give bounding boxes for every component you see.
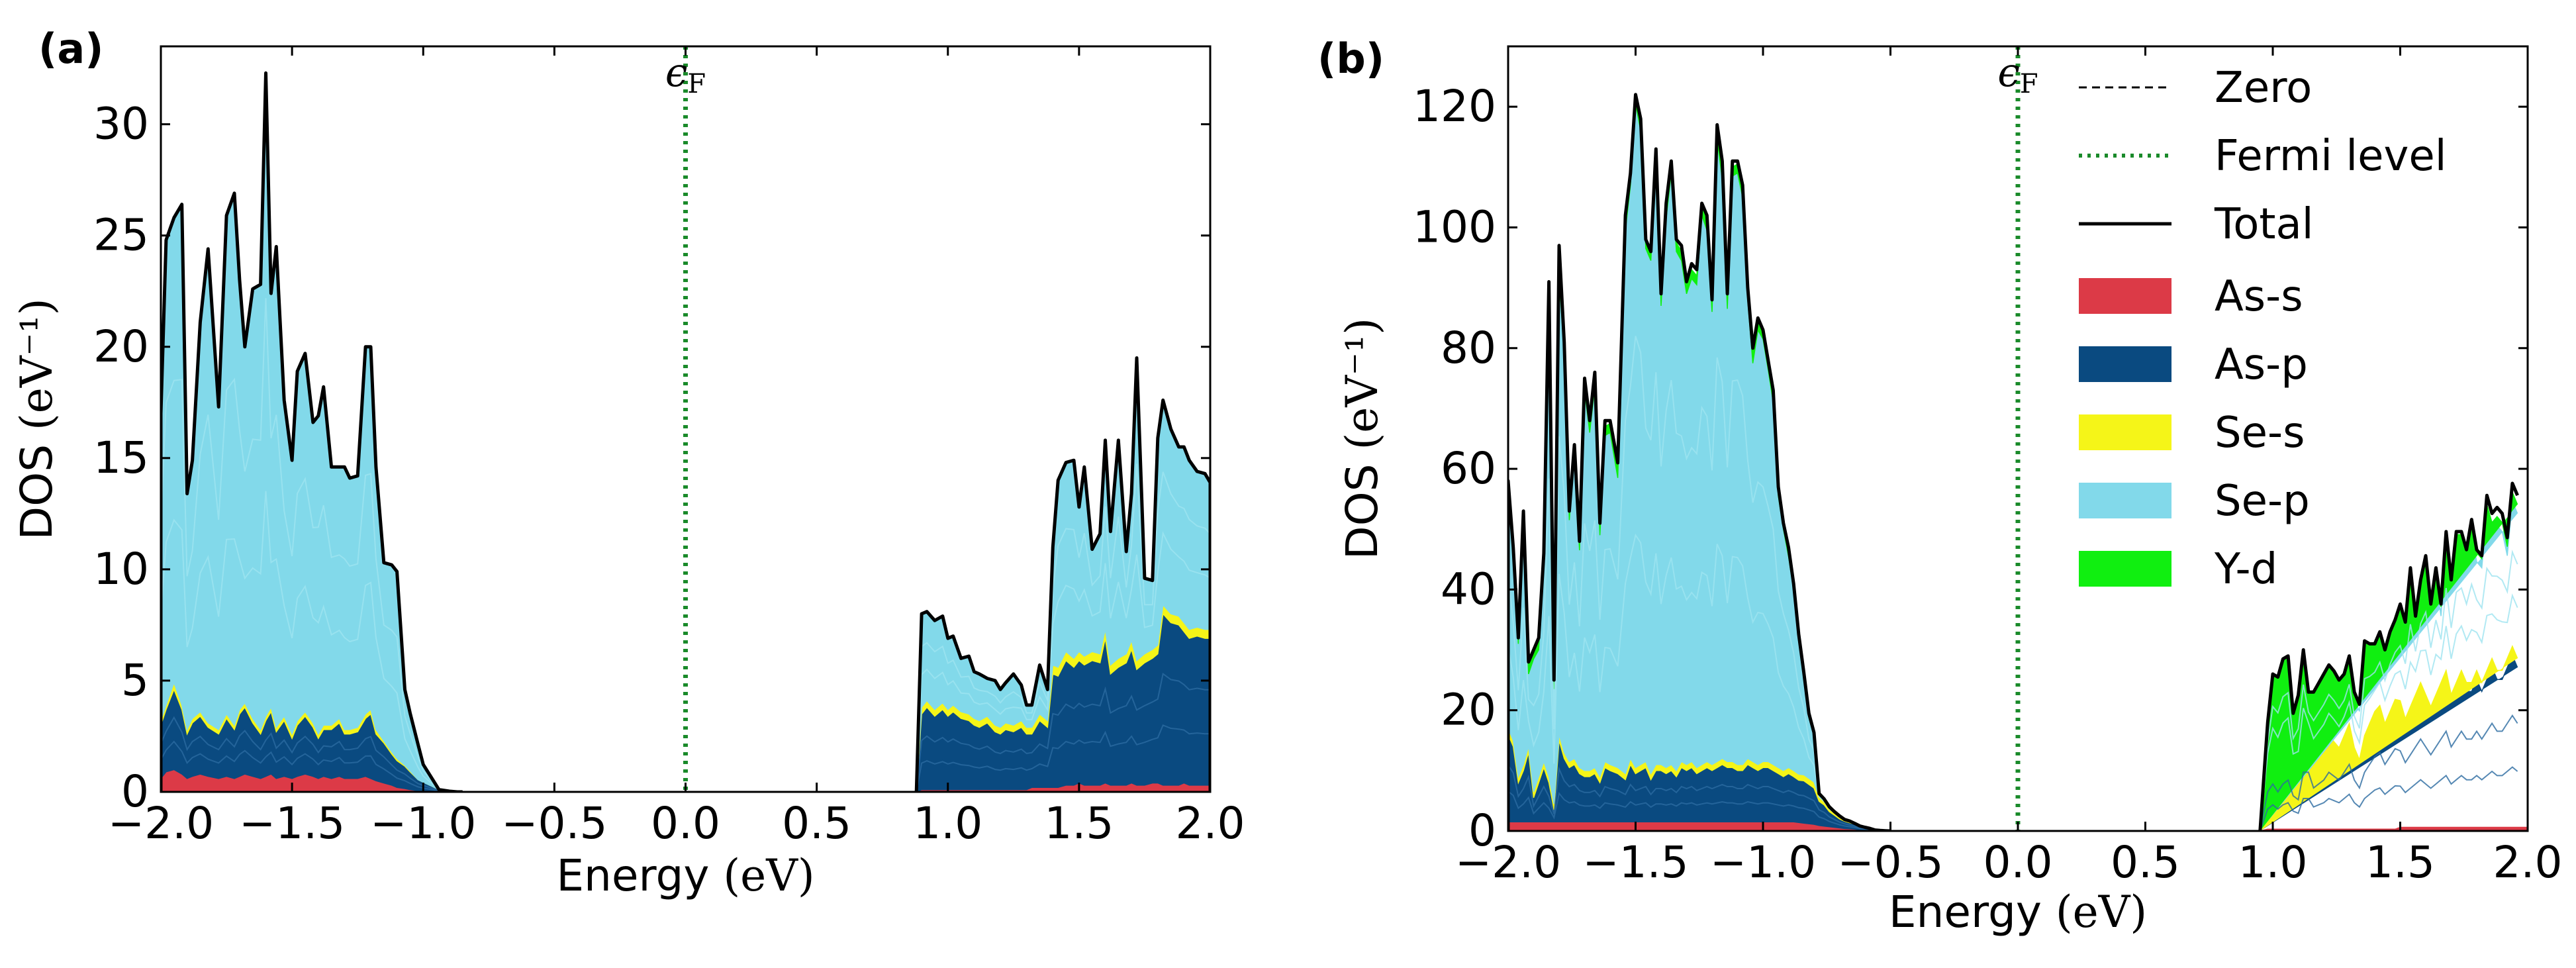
fermi-label: ϵF [665, 50, 706, 99]
x-tick-label: 0.5 [782, 798, 851, 849]
legend-as-s-swatch [2079, 278, 2171, 314]
x-axis-label: Energy (eV) [1889, 887, 2147, 938]
total-line [1508, 93, 2519, 831]
x-tick-label: −2.0 [1455, 837, 1561, 888]
texture-se-p [161, 491, 1210, 792]
y-tick-label: 30 [93, 99, 149, 150]
x-tick-label: 2.0 [2493, 837, 2563, 888]
legend-label: As-s [2215, 272, 2303, 321]
total-line [161, 71, 1210, 792]
legend-se-s-swatch [2079, 414, 2171, 450]
panel-label: (b) [1317, 34, 1384, 83]
x-axis-label: Energy (eV) [556, 850, 814, 901]
y-tick-label: 25 [93, 210, 149, 261]
y-tick-label: 0 [121, 766, 149, 817]
x-tick-label: −2.0 [108, 798, 214, 849]
texture-as-p [1508, 714, 2518, 831]
y-axis-label: DOS (eV⁻¹) [1337, 318, 1388, 559]
x-tick-label: 1.0 [913, 798, 982, 849]
legend-label: As-p [2215, 340, 2308, 389]
legend-label: Total [2214, 200, 2313, 249]
y-tick-label: 40 [1441, 563, 1496, 614]
panel-label: (a) [38, 24, 104, 73]
legend-label: Fermi level [2215, 132, 2447, 181]
texture-as-p [161, 724, 1210, 792]
plot-area [161, 46, 1210, 792]
x-tick-label: 0.0 [651, 798, 720, 849]
y-tick-label: 20 [1441, 685, 1496, 736]
y-tick-label: 20 [93, 321, 149, 372]
y-tick-label: 0 [1468, 805, 1496, 856]
fermi-label: ϵF [1997, 50, 2038, 99]
legend-label: Y-d [2214, 545, 2277, 594]
y-tick-label: 10 [93, 544, 149, 595]
x-tick-label: 2.0 [1176, 798, 1245, 849]
legend-label: Se-s [2215, 409, 2305, 458]
texture-as-p [161, 672, 1210, 792]
x-tick-label: −1.0 [370, 798, 476, 849]
x-tick-label: −0.5 [501, 798, 607, 849]
legend-as-p-swatch [2079, 346, 2171, 382]
y-axis-label: DOS (eV⁻¹) [11, 298, 62, 540]
legend-y-d-swatch [2079, 551, 2171, 587]
texture-se-p [161, 298, 1210, 792]
legend-label: Se-p [2215, 477, 2310, 526]
y-tick-label: 120 [1413, 81, 1496, 132]
x-tick-label: −0.5 [1837, 837, 1943, 888]
x-tick-label: 0.0 [1983, 837, 2053, 888]
x-tick-label: 1.0 [2238, 837, 2308, 888]
panel-b: ϵF −2.0 −1.5 −1.0 −0.5 0.0 0.5 1.0 1.5 2.0 0 20 40 60… [1317, 34, 2562, 938]
y-tick-label: 100 [1413, 201, 1496, 252]
x-tick-label: 1.5 [2365, 837, 2435, 888]
legend: Zero Fermi level Total As-s As-p Se-s Se-p Y-d [2079, 64, 2447, 594]
panel-a: ϵF −2.0 −1.5 −1.0 −0.5 0.0 0.5 1.0 1.5 2.0 0 5 10 15 2… [11, 24, 1245, 901]
y-tick-label: 60 [1441, 443, 1496, 494]
y-tick-label: 80 [1441, 322, 1496, 373]
legend-se-p-swatch [2079, 483, 2171, 518]
x-tick-label: 1.5 [1044, 798, 1114, 849]
x-tick-label: −1.5 [1582, 837, 1688, 888]
x-tick-label: −1.0 [1710, 837, 1816, 888]
legend-label: Zero [2215, 64, 2312, 113]
y-tick-label: 15 [93, 432, 149, 483]
x-tick-label: 0.5 [2111, 837, 2180, 888]
x-tick-label: −1.5 [239, 798, 345, 849]
y-tick-label: 5 [121, 655, 149, 706]
texture-as-p [1508, 766, 2518, 831]
